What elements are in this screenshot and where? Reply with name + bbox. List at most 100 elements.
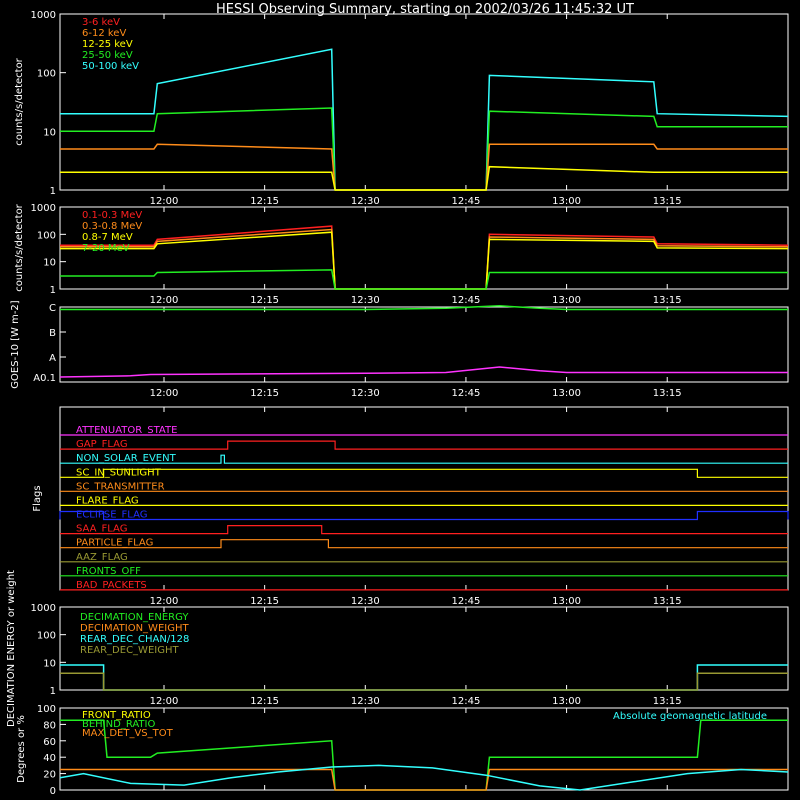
lowE-series-line: [60, 143, 788, 191]
goes-x-tick-label: 12:30: [351, 388, 380, 399]
flags-x-tick-label: 13:15: [653, 596, 682, 607]
decim-x-tick-label: 12:30: [351, 696, 380, 707]
ratio-y-tick-label: 0: [50, 786, 56, 797]
goes-y-tick-label: A0.1: [33, 373, 56, 384]
flags-x-tick-label: 12:30: [351, 596, 380, 607]
highE-x-tick-label: 13:15: [653, 295, 682, 306]
lowE-x-tick-label: 12:15: [250, 196, 279, 207]
decim-y-tick-label: 1000: [31, 603, 56, 614]
chart-title: HESSI Observing Summary, starting on 200…: [216, 2, 634, 17]
highE-x-tick-label: 12:45: [452, 295, 481, 306]
highE-series-line: [60, 269, 788, 290]
highE-y-tick-label: 100: [37, 230, 56, 241]
lowE-x-tick-label: 13:15: [653, 196, 682, 207]
highE-y-axis-label: counts/s/detector: [14, 203, 25, 291]
lowE-legend-entry: 12-25 keV: [82, 39, 133, 50]
highE-y-tick-label: 1: [50, 285, 56, 296]
flag-line: [60, 524, 788, 535]
goes-y-tick-label: C: [49, 303, 56, 314]
flag-label: SC_IN_SUNLIGHT: [76, 467, 162, 478]
lowE-legend-entry: 6-12 keV: [82, 28, 126, 39]
flag-label: AAZ_FLAG: [76, 552, 128, 563]
decim-legend-entry: REAR_DEC_WEIGHT: [80, 645, 179, 656]
lowE-series-line: [60, 48, 789, 191]
decim-y-tick-label: 1: [50, 686, 56, 697]
goes-y-tick-label: B: [49, 328, 56, 339]
highE-x-tick-label: 12:15: [250, 295, 279, 306]
flag-label: ECLIPSE_FLAG: [76, 510, 147, 521]
goes-series-line: [60, 305, 788, 311]
lowE-y-tick-label: 1: [50, 186, 56, 197]
lowE-x-tick-label: 12:30: [351, 196, 380, 207]
lowE-series-line: [60, 165, 788, 191]
decim-y-axis-label: DECIMATION ENERGY or weight: [6, 570, 17, 727]
lowE-y-tick-label: 1000: [31, 10, 56, 21]
goes-x-tick-label: 12:45: [452, 388, 481, 399]
highE-legend-entry: 0.3-0.8 MeV: [82, 221, 142, 232]
ratio-y-tick-label: 100: [37, 704, 56, 715]
lowE-legend-entry: 25-50 keV: [82, 50, 133, 61]
goes-y-tick-label: A: [49, 353, 56, 364]
lowE-y-axis-label: counts/s/detector: [14, 57, 25, 145]
flags-x-tick-label: 12:45: [452, 596, 481, 607]
goes-x-tick-label: 13:15: [653, 388, 682, 399]
decim-legend-entry: DECIMATION_WEIGHT: [80, 623, 189, 634]
highE-x-tick-label: 12:00: [150, 295, 179, 306]
flags-x-tick-label: 12:00: [150, 596, 179, 607]
flag-label: NON_SOLAR_EVENT: [76, 453, 177, 464]
lowE-legend-entry: 50-100 keV: [82, 61, 139, 72]
flag-label: SAA_FLAG: [76, 524, 127, 535]
goes-x-tick-label: 12:15: [250, 388, 279, 399]
lowE-plot-frame: [59, 13, 789, 191]
flag-line: [60, 468, 788, 478]
ratio-legend-right: Absolute geomagnetic latitude: [613, 711, 767, 722]
decim-series-line: [60, 664, 788, 691]
ratio-legend-entry: FRONT_RATIO: [82, 710, 151, 721]
flag-label: ATTENUATOR_STATE: [76, 425, 177, 436]
decim-y-tick-label: 100: [37, 631, 56, 642]
decim-x-tick-label: 13:15: [653, 696, 682, 707]
flag-label: SC_TRANSMITTER: [76, 481, 165, 492]
ratio-series-line: [59, 764, 789, 791]
flag-label: GAP_FLAG: [76, 439, 128, 450]
flag-line: [60, 539, 788, 549]
flag-label: FRONTS_OFF: [76, 566, 141, 577]
highE-legend-entry: 0.8-7 MeV: [82, 232, 133, 243]
flag-line: [60, 440, 788, 450]
ratio-y-tick-label: 40: [43, 753, 56, 764]
ratio-legend-entry: MAX_DET_VS_TOT: [82, 728, 174, 739]
decim-x-tick-label: 13:00: [552, 696, 581, 707]
lowE-x-tick-label: 12:00: [150, 196, 179, 207]
flag-line: [60, 454, 788, 464]
flag-line: [59, 510, 789, 521]
lowE-x-tick-label: 12:45: [452, 196, 481, 207]
highE-legend-entry: 0.1-0.3 MeV: [82, 210, 142, 221]
decim-legend-entry: REAR_DEC_CHAN/128: [80, 634, 189, 645]
highE-y-tick-label: 10: [43, 258, 56, 269]
ratio-y-tick-label: 80: [43, 720, 56, 731]
goes-plot-frame: [59, 306, 789, 383]
highE-x-tick-label: 12:30: [351, 295, 380, 306]
ratio-legend-entry: BEHIND_RATIO: [82, 719, 155, 730]
highE-series-line: [60, 225, 789, 290]
flags-y-axis-label: Flags: [32, 485, 43, 511]
decim-x-tick-label: 12:15: [250, 696, 279, 707]
highE-y-tick-label: 1000: [31, 203, 56, 214]
decim-series-line: [60, 672, 788, 691]
decim-x-tick-label: 12:45: [452, 696, 481, 707]
ratio-y-tick-label: 60: [43, 737, 56, 748]
highE-x-tick-label: 13:00: [552, 295, 581, 306]
ratio-y-axis-label: Degrees or %: [16, 715, 27, 783]
lowE-x-tick-label: 13:00: [552, 196, 581, 207]
flags-x-tick-label: 12:15: [250, 596, 279, 607]
flag-label: BAD_PACKETS: [76, 580, 147, 591]
goes-y-axis-label: GOES-10 [W m-2]: [10, 300, 21, 388]
decim-legend-entry: DECIMATION_ENERGY: [80, 612, 189, 623]
flag-label: FLARE_FLAG: [76, 495, 139, 506]
lowE-y-tick-label: 100: [37, 69, 56, 80]
lowE-y-tick-label: 10: [43, 127, 56, 138]
flags-x-tick-label: 13:00: [552, 596, 581, 607]
goes-series-line: [59, 366, 788, 378]
